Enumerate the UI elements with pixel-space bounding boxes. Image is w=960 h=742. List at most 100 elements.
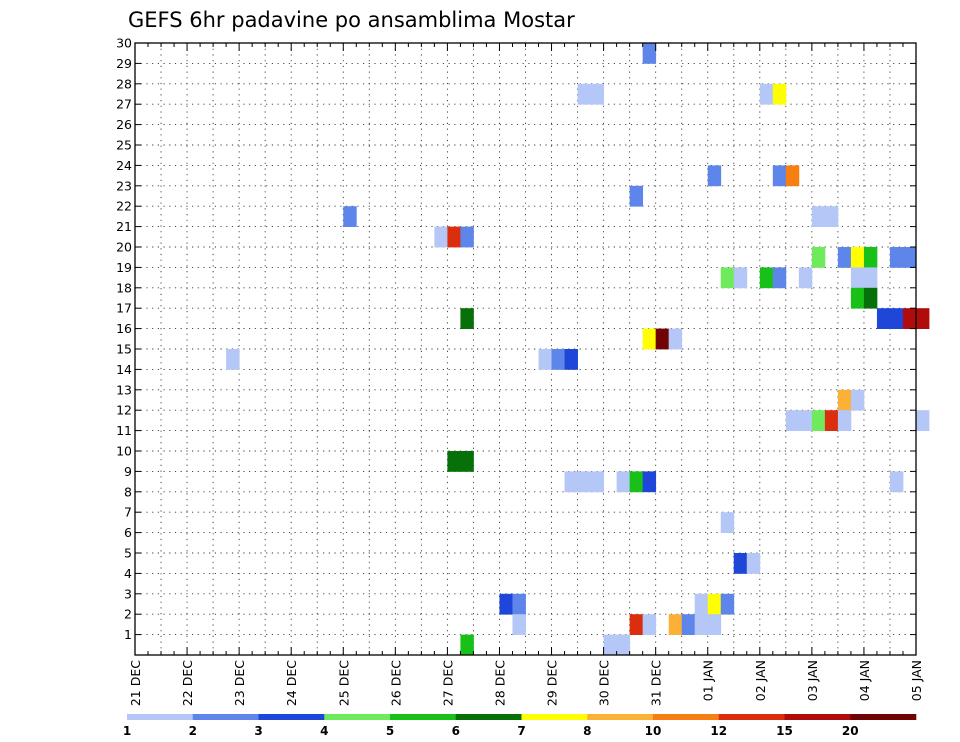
x-tick-label: 29 DEC <box>545 660 560 706</box>
precip-cell <box>863 267 878 289</box>
colorbar-segment <box>127 714 194 720</box>
x-tick-label: 28 DEC <box>492 660 507 706</box>
precip-cell <box>655 328 670 350</box>
colorbar-segment <box>521 714 588 720</box>
colorbar-label: 10 <box>645 724 662 738</box>
y-tick-label: 5 <box>124 546 132 561</box>
x-tick-label: 05 JAN <box>909 660 924 701</box>
y-tick-label: 12 <box>116 403 132 418</box>
precip-cell <box>876 308 891 329</box>
y-tick-label: 14 <box>116 362 132 377</box>
colorbar-label: 5 <box>386 724 394 738</box>
y-tick-label: 21 <box>116 219 132 234</box>
y-tick-label: 1 <box>124 627 132 642</box>
precip-cell <box>616 471 631 493</box>
precip-cell <box>785 410 800 431</box>
y-tick-label: 13 <box>116 382 132 397</box>
y-tick-label: 3 <box>124 586 132 601</box>
precip-cell <box>434 226 448 248</box>
grid-lines <box>135 43 916 655</box>
precip-cell <box>577 471 591 493</box>
precip-cell <box>590 471 604 493</box>
precip-cell <box>460 226 474 248</box>
precip-cell <box>811 206 826 227</box>
y-tick-label: 19 <box>116 260 132 275</box>
precip-cell <box>694 593 709 615</box>
precip-cell <box>837 410 852 431</box>
precip-cell <box>564 349 578 370</box>
precip-cell <box>577 83 591 105</box>
precip-cell <box>512 593 526 615</box>
precip-cell <box>772 165 787 187</box>
x-tick-label: 31 DEC <box>649 660 664 706</box>
colorbar-label: 20 <box>842 724 859 738</box>
precip-cell <box>629 185 644 207</box>
precip-cell <box>642 471 657 493</box>
colorbar-label: 12 <box>710 724 727 738</box>
y-tick-label: 20 <box>116 240 132 255</box>
precip-cell <box>551 349 565 370</box>
colorbar-segment <box>718 714 785 720</box>
precip-cell <box>720 512 735 533</box>
colorbar-segment <box>455 714 522 720</box>
x-tick-label: 21 DEC <box>128 660 143 706</box>
y-tick-label: 23 <box>116 178 132 193</box>
precip-cell <box>343 206 357 227</box>
precip-cell <box>564 471 578 493</box>
y-tick-label: 4 <box>124 566 132 581</box>
precip-cell <box>603 634 618 656</box>
precip-cell <box>681 614 696 635</box>
x-tick-label: 26 DEC <box>388 660 403 706</box>
colorbar-label: 1 <box>123 724 131 738</box>
y-tick-label: 22 <box>116 199 132 214</box>
precip-cell <box>642 328 657 350</box>
x-tick-label: 30 DEC <box>597 660 612 706</box>
y-tick-label: 24 <box>116 158 132 173</box>
colorbar-segment <box>390 714 457 720</box>
y-tick-label: 10 <box>116 444 132 459</box>
precip-cell <box>720 267 735 289</box>
precip-cell <box>902 308 917 329</box>
colorbar-label: 7 <box>517 724 525 738</box>
precip-cell <box>538 349 552 370</box>
precip-cell <box>746 553 761 574</box>
precip-cell <box>863 287 878 309</box>
colorbar-segment <box>653 714 720 720</box>
precip-cell <box>889 247 904 268</box>
colorbar-label: 4 <box>320 724 328 738</box>
precip-cell <box>798 267 813 289</box>
y-tick-label: 9 <box>124 464 132 479</box>
precip-cell <box>460 308 474 329</box>
precip-cell <box>889 308 904 329</box>
precip-cell <box>850 287 865 309</box>
precip-cell <box>824 410 839 431</box>
y-tick-label: 6 <box>124 525 132 540</box>
colorbar-segment <box>784 714 851 720</box>
x-tick-label: 01 JAN <box>701 660 716 701</box>
precip-cell <box>772 83 787 105</box>
precip-cell <box>642 43 657 64</box>
precip-cell <box>694 614 709 635</box>
precip-cell <box>785 165 800 187</box>
x-tick-label: 27 DEC <box>440 660 455 706</box>
precip-cell <box>499 593 513 615</box>
precip-cell <box>642 614 657 635</box>
colorbar-label: 8 <box>583 724 591 738</box>
x-tick-label: 02 JAN <box>753 660 768 701</box>
precip-cell <box>668 328 683 350</box>
y-tick-label: 30 <box>116 36 132 51</box>
precip-cell <box>759 83 774 105</box>
x-tick-label: 22 DEC <box>180 660 195 706</box>
precip-cell <box>850 389 865 411</box>
colorbar-label: 15 <box>776 724 793 738</box>
x-tick-label: 04 JAN <box>857 660 872 701</box>
colorbar-segment <box>192 714 259 720</box>
precip-cell <box>668 614 683 635</box>
precip-cell <box>837 247 852 268</box>
y-tick-label: 18 <box>116 280 132 295</box>
precip-cell <box>889 471 904 493</box>
precip-cell <box>902 247 917 268</box>
x-tick-label: 25 DEC <box>336 660 351 706</box>
colorbar-label: 6 <box>452 724 460 738</box>
precip-cell <box>720 593 735 615</box>
